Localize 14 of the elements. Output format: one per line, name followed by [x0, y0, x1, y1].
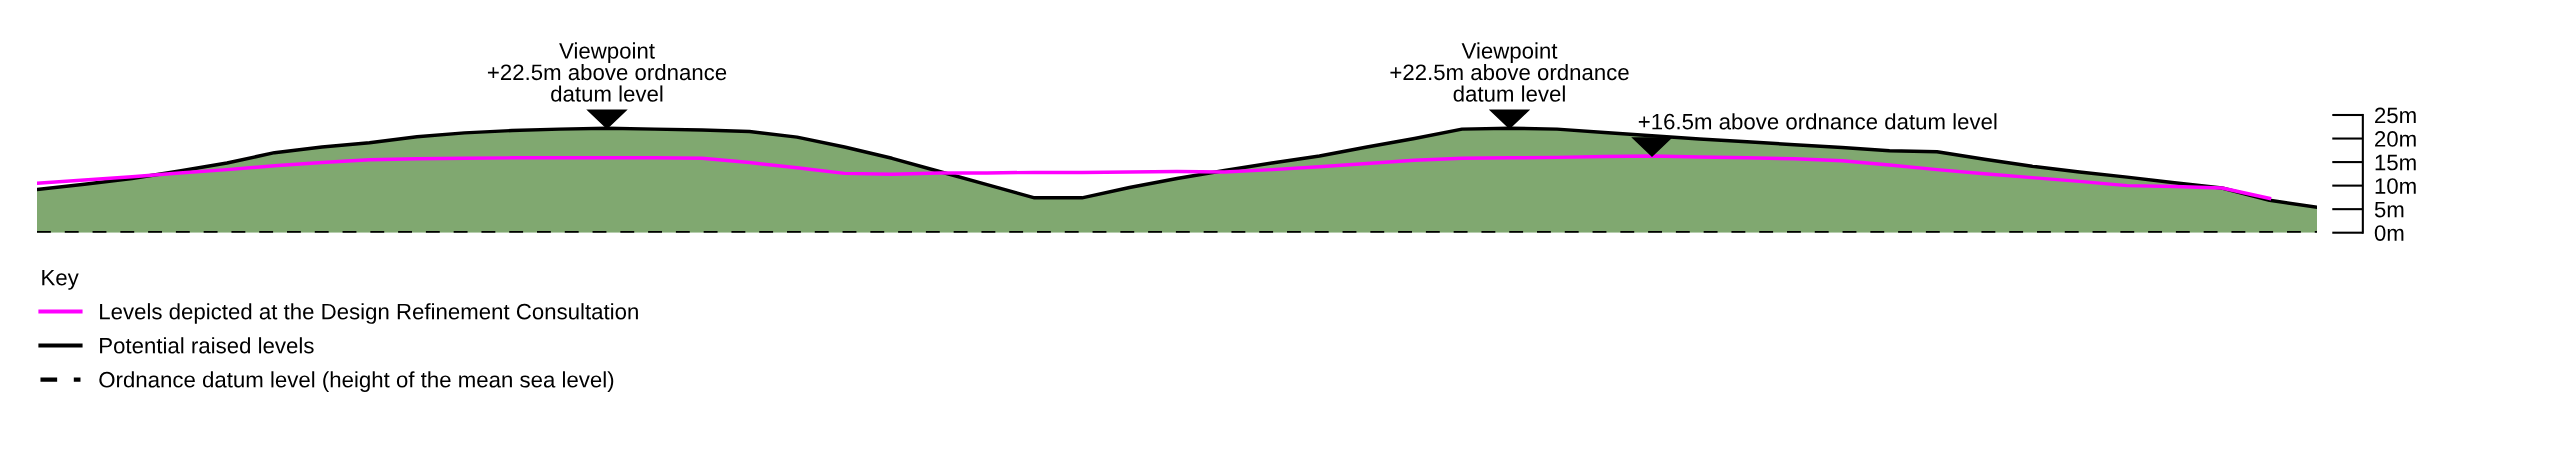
annotation: +16.5m above ordnance datum level	[1638, 113, 1997, 130]
y-tick-label: 15m	[2375, 154, 2416, 171]
legend-label: Levels depicted at the Design Refinement Consultation	[100, 303, 638, 324]
y-tick-label: 25m	[2375, 107, 2416, 124]
text: Viewpoint +22.5m above ordnance datum level	[1390, 42, 1629, 102]
y-tick-label: 10m	[2375, 178, 2416, 194]
legend-label: Potential raised levels	[100, 337, 314, 354]
text: Viewpoint +22.5m above ordnance datum level	[487, 42, 727, 102]
line-series	[37, 154, 2272, 201]
y-tick-label: 5m	[2374, 201, 2404, 218]
y-tick-label: 0m	[2374, 225, 2404, 241]
legend-label: Ordnance datum level (height of the mean sea level)	[99, 371, 614, 392]
y-tick-label: 20m	[2375, 131, 2416, 147]
legend-title: Key	[42, 269, 79, 290]
